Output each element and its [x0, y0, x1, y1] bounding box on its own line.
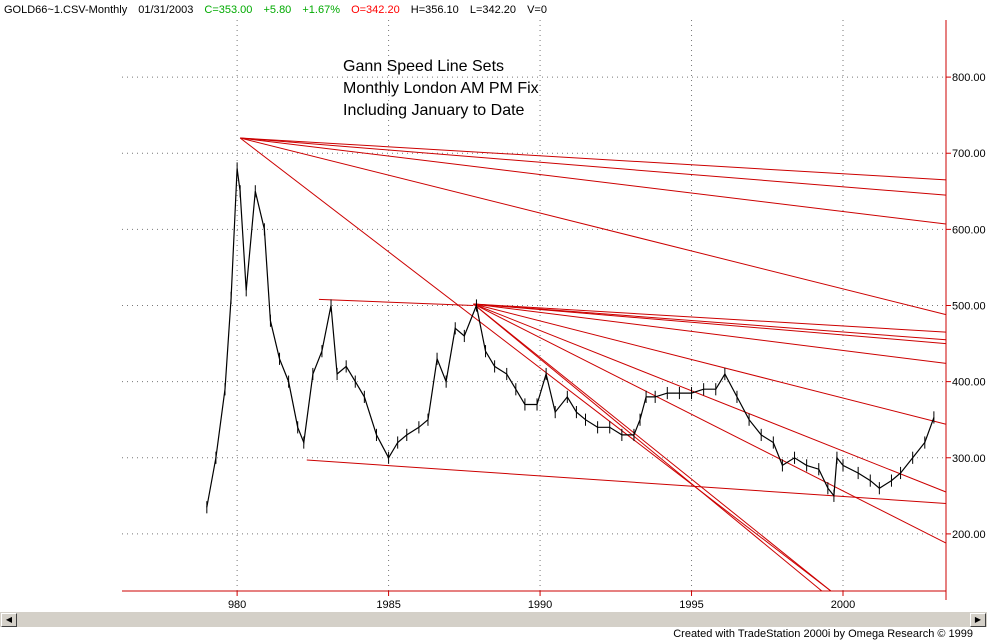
gann-line-8: [473, 303, 947, 341]
symbol-label: GOLD66~1.CSV-Monthly: [4, 4, 128, 16]
gann-line-6: [306, 459, 947, 504]
scroll-left-arrow-icon[interactable]: ◀: [1, 613, 17, 627]
chart-header: GOLD66~1.CSV-Monthly 01/31/2003 C=353.00…: [0, 0, 987, 20]
x-tick-label: 980: [228, 599, 246, 611]
close-label: C=353.00: [204, 4, 253, 16]
scroll-right-arrow-icon[interactable]: ▶: [970, 613, 986, 627]
y-tick-label: 500.00: [952, 301, 986, 313]
price-bars: [206, 162, 935, 514]
gann-line-10: [473, 303, 947, 364]
y-tick-label: 700.00: [952, 148, 986, 160]
title-line-3: Including January to Date: [343, 102, 525, 119]
y-tick-label: 800.00: [952, 72, 986, 84]
x-tick-label: 2000: [831, 599, 855, 611]
high-label: H=356.10: [410, 4, 459, 16]
price-series: [206, 168, 935, 508]
change-label: +5.80: [263, 4, 292, 16]
gann-line-7: [473, 303, 947, 333]
gann-line-4: [239, 137, 832, 592]
gann-line-12: [473, 303, 947, 493]
y-tick-label: 600.00: [952, 224, 986, 236]
gann-line-13: [473, 303, 947, 544]
gann-line-9: [473, 303, 947, 345]
gann-line-1: [240, 137, 947, 196]
gann-line-11: [473, 303, 947, 425]
y-tick-label: 400.00: [952, 377, 986, 389]
x-axis: 980 1985 1990 1995 2000: [228, 591, 855, 611]
x-tick-label: 1995: [679, 599, 703, 611]
gann-line-0: [240, 137, 947, 181]
y-tick-label: 200.00: [952, 529, 986, 541]
gann-line-15: [473, 303, 832, 592]
chart-title: Gann Speed Line Sets Monthly London AM P…: [343, 58, 539, 119]
x-tick-label: 1985: [376, 599, 400, 611]
x-tick-label: 1990: [528, 599, 552, 611]
footer-credit: Created with TradeStation 2000i by Omega…: [673, 628, 973, 640]
y-tick-label: 300.00: [952, 453, 986, 465]
gann-line-5: [318, 298, 474, 306]
title-line-1: Gann Speed Line Sets: [343, 58, 504, 75]
pct-label: +1.67%: [302, 4, 340, 16]
grid: [122, 20, 946, 591]
date-label: 01/31/2003: [138, 4, 194, 16]
open-label: O=342.20: [351, 4, 400, 16]
horizontal-scrollbar[interactable]: ◀ ▶: [0, 611, 987, 627]
title-line-2: Monthly London AM PM Fix: [343, 80, 539, 97]
y-axis: 200.00 300.00 400.00 500.00 600.00 700.00 800.…: [946, 72, 986, 541]
low-label: L=342.20: [469, 4, 517, 16]
volume-label: V=0: [527, 4, 547, 16]
gann-line-3: [240, 137, 947, 316]
gann-lines: [239, 137, 947, 592]
gann-line-2: [240, 137, 947, 225]
gann-line-14: [473, 303, 823, 592]
